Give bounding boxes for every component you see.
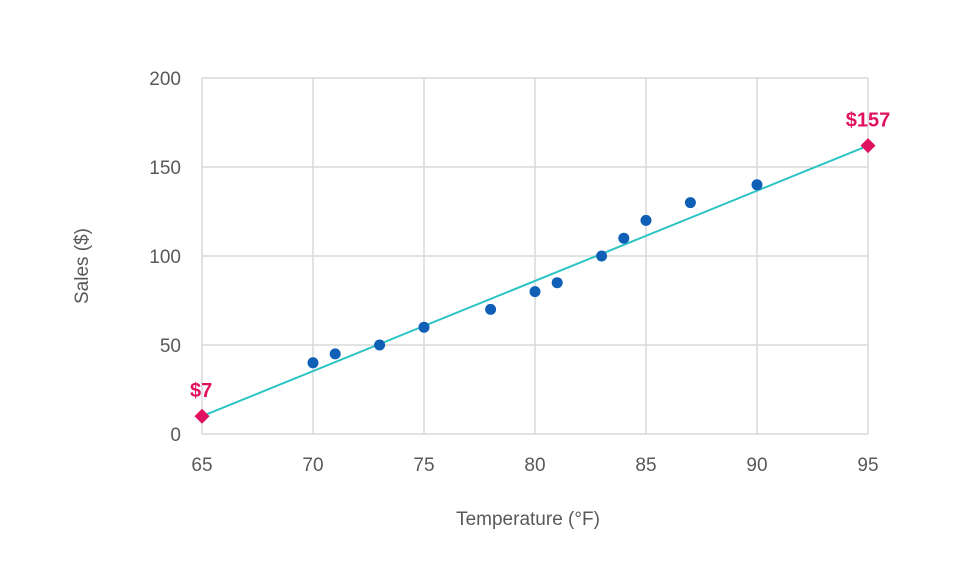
- annotations: $7 $157: [190, 110, 890, 424]
- data-points: [307, 179, 763, 369]
- highlight-marker: [860, 138, 876, 154]
- data-point: [596, 250, 608, 262]
- data-point: [618, 232, 630, 244]
- axes: [201, 78, 868, 435]
- x-tick-label: 75: [413, 455, 434, 476]
- data-point: [329, 348, 341, 360]
- annotation-label: $7: [190, 380, 212, 402]
- y-axis-title: Sales ($): [72, 228, 93, 304]
- y-tick-label: 50: [160, 336, 181, 357]
- x-tick-label: 80: [524, 455, 545, 476]
- data-point: [684, 197, 696, 209]
- y-tick-label: 100: [149, 247, 181, 268]
- x-axis-title: Temperature (°F): [456, 509, 600, 530]
- data-point: [640, 214, 652, 226]
- annotation-label: $157: [846, 110, 891, 132]
- data-point: [529, 286, 541, 298]
- data-point: [551, 277, 563, 289]
- data-point: [485, 303, 497, 315]
- x-tick-label: 85: [635, 455, 656, 476]
- x-tick-label: 65: [191, 455, 212, 476]
- trendline-group: [201, 144, 869, 418]
- data-point: [418, 321, 430, 333]
- gridlines: [202, 77, 869, 434]
- highlight-marker: [194, 408, 210, 424]
- data-point: [307, 357, 319, 369]
- data-point: [374, 339, 386, 351]
- data-point: [751, 179, 763, 191]
- x-tick-label: 90: [746, 455, 767, 476]
- x-tick-label: 70: [302, 455, 323, 476]
- trendline: [201, 144, 869, 418]
- tick-labels: 65 70 75 80 85 90 95 0 50 100 150 200: [149, 69, 878, 476]
- y-tick-label: 200: [149, 69, 181, 90]
- x-tick-label: 95: [857, 455, 878, 476]
- y-tick-label: 150: [149, 158, 181, 179]
- y-tick-label: 0: [170, 425, 181, 446]
